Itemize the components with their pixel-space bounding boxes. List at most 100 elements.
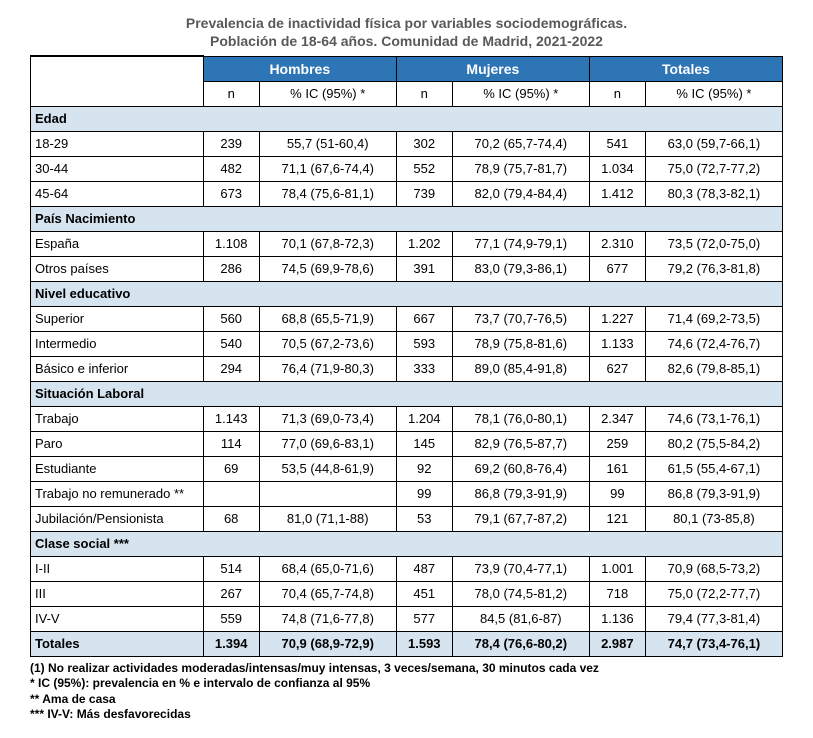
cell-n: 161 <box>589 456 645 481</box>
cell-n: 145 <box>396 431 452 456</box>
cell-n: 259 <box>589 431 645 456</box>
cell-pct: 70,5 (67,2-73,6) <box>259 331 396 356</box>
cell-pct: 76,4 (71,9-80,3) <box>259 356 396 381</box>
cell-n: 114 <box>203 431 259 456</box>
cell-n: 121 <box>589 506 645 531</box>
table-row: España1.10870,1 (67,8-72,3)1.20277,1 (74… <box>31 231 783 256</box>
table-row: Estudiante6953,5 (44,8-61,9)9269,2 (60,8… <box>31 456 783 481</box>
row-label: España <box>31 231 204 256</box>
row-label: Paro <box>31 431 204 456</box>
row-label: Intermedio <box>31 331 204 356</box>
cell-pct: 78,0 (74,5-81,2) <box>452 581 589 606</box>
cell-pct: 74,5 (69,9-78,6) <box>259 256 396 281</box>
cell-n: 99 <box>589 481 645 506</box>
table-row: Otros países28674,5 (69,9-78,6)39183,0 (… <box>31 256 783 281</box>
cell-pct: 79,1 (67,7-87,2) <box>452 506 589 531</box>
cell-n: 541 <box>589 131 645 156</box>
cell-n: 560 <box>203 306 259 331</box>
cell-pct: 80,2 (75,5-84,2) <box>645 431 782 456</box>
cell-n: 514 <box>203 556 259 581</box>
data-table: Hombres Mujeres Totales n % IC (95%) * n… <box>30 55 783 657</box>
cell-n: 559 <box>203 606 259 631</box>
footnote-2: * IC (95%): prevalencia en % e intervalo… <box>30 676 783 692</box>
cell-pct: 78,4 (76,6-80,2) <box>452 631 589 656</box>
cell-n: 1.133 <box>589 331 645 356</box>
cell-pct: 74,6 (73,1-76,1) <box>645 406 782 431</box>
cell-pct: 81,0 (71,1-88) <box>259 506 396 531</box>
cell-pct: 70,2 (65,7-74,4) <box>452 131 589 156</box>
table-row: 30-4448271,1 (67,6-74,4)55278,9 (75,7-81… <box>31 156 783 181</box>
cell-pct: 70,4 (65,7-74,8) <box>259 581 396 606</box>
cell-pct: 84,5 (81,6-87) <box>452 606 589 631</box>
cell-n: 627 <box>589 356 645 381</box>
cell-n: 2.987 <box>589 631 645 656</box>
section-header: Situación Laboral <box>31 381 783 406</box>
cell-pct <box>259 481 396 506</box>
table-row: Intermedio54070,5 (67,2-73,6)59378,9 (75… <box>31 331 783 356</box>
row-label: IV-V <box>31 606 204 631</box>
sub-header-n: n <box>203 81 259 106</box>
cell-pct: 79,4 (77,3-81,4) <box>645 606 782 631</box>
cell-n: 2.310 <box>589 231 645 256</box>
cell-n: 333 <box>396 356 452 381</box>
cell-pct: 83,0 (79,3-86,1) <box>452 256 589 281</box>
cell-pct: 73,9 (70,4-77,1) <box>452 556 589 581</box>
cell-pct: 78,9 (75,7-81,7) <box>452 156 589 181</box>
cell-pct: 78,4 (75,6-81,1) <box>259 181 396 206</box>
table-row: IV-V55974,8 (71,6-77,8)57784,5 (81,6-87)… <box>31 606 783 631</box>
row-label: 45-64 <box>31 181 204 206</box>
cell-pct: 71,3 (69,0-73,4) <box>259 406 396 431</box>
cell-n: 667 <box>396 306 452 331</box>
table-row: 45-6467378,4 (75,6-81,1)73982,0 (79,4-84… <box>31 181 783 206</box>
table-row: Trabajo1.14371,3 (69,0-73,4)1.20478,1 (7… <box>31 406 783 431</box>
cell-pct: 86,8 (79,3-91,9) <box>645 481 782 506</box>
cell-n: 593 <box>396 331 452 356</box>
cell-pct: 70,1 (67,8-72,3) <box>259 231 396 256</box>
cell-pct: 82,9 (76,5-87,7) <box>452 431 589 456</box>
cell-n: 673 <box>203 181 259 206</box>
cell-n: 92 <box>396 456 452 481</box>
cell-n <box>203 481 259 506</box>
row-label: Otros países <box>31 256 204 281</box>
row-label: Superior <box>31 306 204 331</box>
table-row: Trabajo no remunerado **9986,8 (79,3-91,… <box>31 481 783 506</box>
cell-n: 69 <box>203 456 259 481</box>
cell-n: 294 <box>203 356 259 381</box>
cell-n: 1.227 <box>589 306 645 331</box>
cell-n: 1.394 <box>203 631 259 656</box>
row-label: 30-44 <box>31 156 204 181</box>
cell-pct: 74,6 (72,4-76,7) <box>645 331 782 356</box>
cell-pct: 80,1 (73-85,8) <box>645 506 782 531</box>
cell-pct: 71,1 (67,6-74,4) <box>259 156 396 181</box>
cell-n: 1.143 <box>203 406 259 431</box>
cell-n: 1.136 <box>589 606 645 631</box>
cell-n: 391 <box>396 256 452 281</box>
cell-pct: 78,9 (75,8-81,6) <box>452 331 589 356</box>
cell-pct: 82,6 (79,8-85,1) <box>645 356 782 381</box>
table-row: I-II51468,4 (65,0-71,6)48773,9 (70,4-77,… <box>31 556 783 581</box>
sub-header-pct: % IC (95%) * <box>645 81 782 106</box>
cell-pct: 74,7 (73,4-76,1) <box>645 631 782 656</box>
totals-row: Totales1.39470,9 (68,9-72,9)1.59378,4 (7… <box>31 631 783 656</box>
cell-pct: 69,2 (60,8-76,4) <box>452 456 589 481</box>
cell-pct: 61,5 (55,4-67,1) <box>645 456 782 481</box>
cell-pct: 70,9 (68,9-72,9) <box>259 631 396 656</box>
cell-n: 267 <box>203 581 259 606</box>
cell-pct: 78,1 (76,0-80,1) <box>452 406 589 431</box>
table-row: III26770,4 (65,7-74,8)45178,0 (74,5-81,2… <box>31 581 783 606</box>
group-header-hombres: Hombres <box>203 56 396 81</box>
footnote-1: (1) No realizar actividades moderadas/in… <box>30 661 783 677</box>
table-row: Básico e inferior29476,4 (71,9-80,3)3338… <box>31 356 783 381</box>
cell-n: 239 <box>203 131 259 156</box>
row-label: Estudiante <box>31 456 204 481</box>
cell-pct: 89,0 (85,4-91,8) <box>452 356 589 381</box>
cell-pct: 73,7 (70,7-76,5) <box>452 306 589 331</box>
cell-pct: 79,2 (76,3-81,8) <box>645 256 782 281</box>
table-row: Jubilación/Pensionista6881,0 (71,1-88)53… <box>31 506 783 531</box>
cell-pct: 55,7 (51-60,4) <box>259 131 396 156</box>
cell-n: 1.001 <box>589 556 645 581</box>
cell-pct: 73,5 (72,0-75,0) <box>645 231 782 256</box>
row-label: Trabajo <box>31 406 204 431</box>
table-row: Superior56068,8 (65,5-71,9)66773,7 (70,7… <box>31 306 783 331</box>
row-label: Jubilación/Pensionista <box>31 506 204 531</box>
